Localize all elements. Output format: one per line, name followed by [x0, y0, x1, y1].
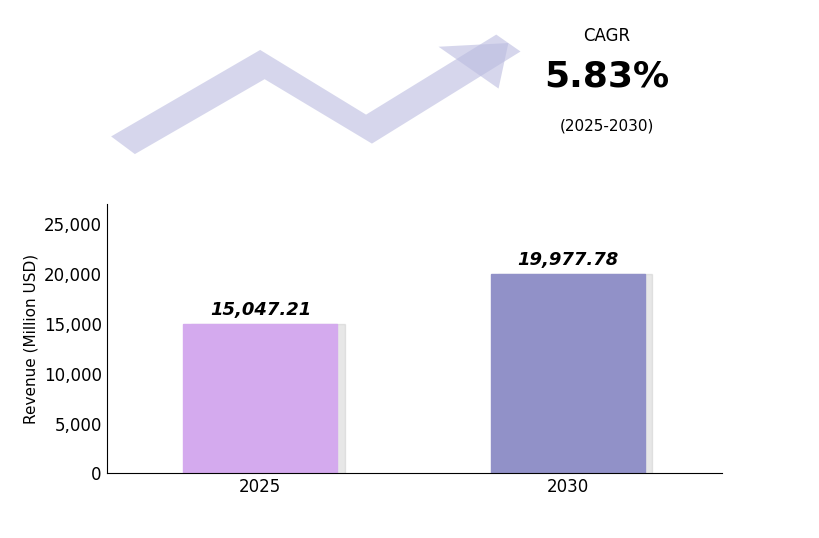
Text: CAGR: CAGR	[582, 27, 630, 45]
Text: 19,977.78: 19,977.78	[517, 251, 618, 270]
Bar	[191, 323, 344, 477]
Y-axis label: Revenue (Million USD): Revenue (Million USD)	[23, 254, 38, 424]
Text: (2025-2030): (2025-2030)	[559, 118, 654, 133]
Bar	[491, 274, 644, 473]
Bar	[498, 274, 651, 477]
Bar	[183, 323, 337, 473]
Text: 5.83%: 5.83%	[544, 59, 668, 93]
Text: 15,047.21: 15,047.21	[210, 301, 310, 318]
